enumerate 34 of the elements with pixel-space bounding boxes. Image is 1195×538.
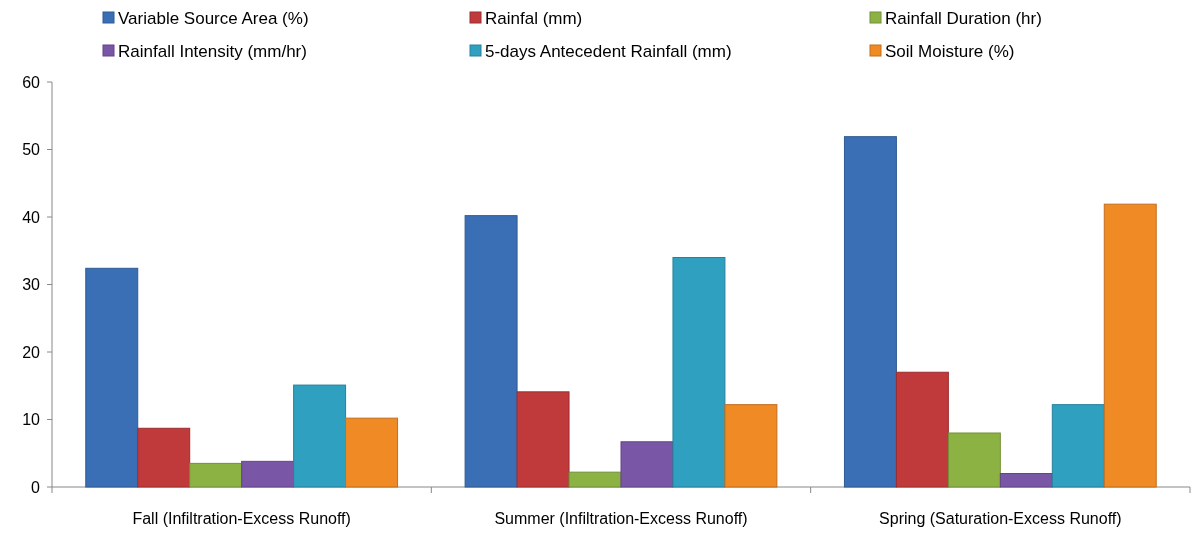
bar — [568, 471, 622, 488]
bar — [137, 427, 191, 488]
bar — [189, 462, 243, 488]
bar — [1051, 404, 1105, 488]
y-tick-label: 0 — [31, 478, 41, 496]
legend-label: Variable Source Area (%) — [118, 8, 309, 28]
bar — [843, 136, 897, 488]
bar — [516, 391, 570, 488]
bar — [241, 460, 295, 488]
bar — [724, 404, 778, 488]
bar — [895, 371, 949, 488]
y-tick-label: 20 — [22, 343, 41, 361]
legend-label: Soil Moisture (%) — [885, 41, 1015, 61]
y-tick-label: 10 — [22, 411, 41, 429]
bar — [464, 215, 518, 488]
y-tick-label: 50 — [22, 141, 41, 159]
y-tick-label: 40 — [22, 208, 41, 226]
legend-label: Rainfall Duration (hr) — [885, 8, 1042, 28]
bar — [85, 267, 139, 488]
legend-label: 5-days Antecedent Rainfall (mm) — [485, 41, 732, 61]
y-tick-label: 30 — [22, 276, 41, 294]
bar — [999, 473, 1053, 488]
bar — [293, 384, 347, 488]
x-tick-label: Fall (Infiltration-Excess Runoff) — [132, 510, 351, 527]
bar — [1103, 203, 1157, 488]
bar — [620, 441, 674, 488]
bar — [345, 417, 399, 488]
bar — [672, 257, 726, 488]
bar — [947, 432, 1001, 488]
legend-label: Rainfal (mm) — [485, 8, 583, 28]
x-tick-label: Spring (Saturation-Excess Runoff) — [879, 510, 1122, 527]
x-tick-label: Summer (Infiltration-Excess Runoff) — [494, 510, 748, 527]
legend-label: Rainfall Intensity (mm/hr) — [118, 41, 307, 61]
y-tick-label: 60 — [22, 73, 41, 91]
